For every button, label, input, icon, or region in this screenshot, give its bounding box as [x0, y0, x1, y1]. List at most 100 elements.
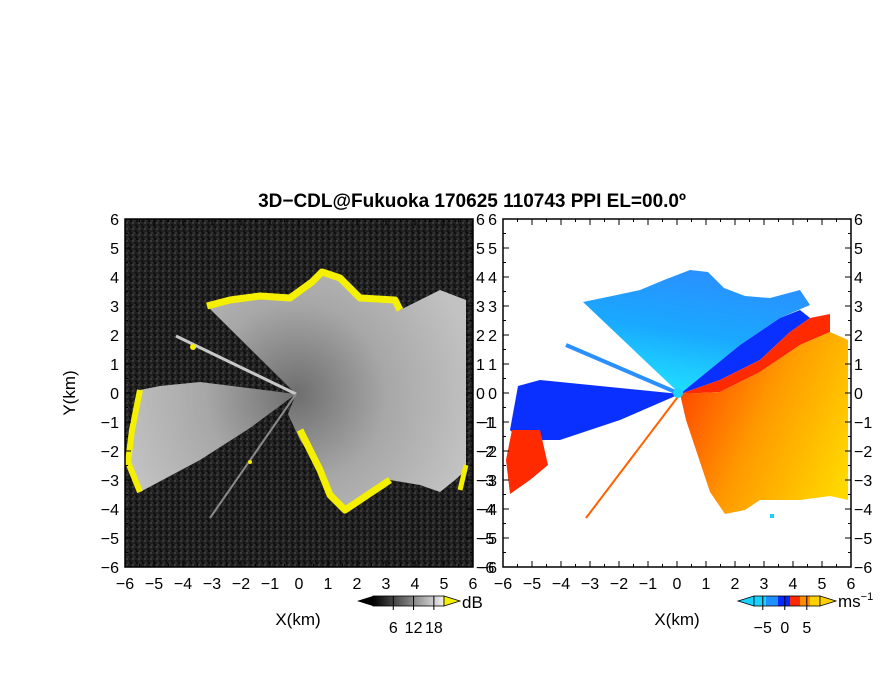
x-tick-label: −6	[116, 576, 134, 593]
y-tick-label: −2	[479, 444, 497, 461]
x-tick-label: 1	[702, 576, 711, 593]
velocity-west-sector	[510, 380, 680, 440]
y-tick-label: −6	[479, 560, 497, 577]
y-tick-label-right: 3	[854, 299, 863, 316]
reflectivity-colorbar: 6 12 18 dB	[357, 593, 483, 637]
x-tick-label: 2	[353, 576, 362, 593]
x-tick-label: 5	[818, 576, 827, 593]
x-tick-label: −1	[261, 576, 279, 593]
x-tick-label: −2	[232, 576, 250, 593]
velocity-colorbar-c3	[778, 596, 790, 606]
velocity-colorbar-low-arrow	[736, 595, 755, 607]
velocity-colorbar-c1	[754, 596, 766, 606]
y-tick-label: −4	[101, 502, 119, 519]
y-tick-label-right: −3	[476, 473, 494, 490]
velocity-west-edge	[506, 430, 548, 494]
echo-edge-west	[125, 389, 143, 494]
colorbar-tick-label: −5	[754, 620, 772, 637]
reflectivity-ticks: −6 −5 −4 −3 −2 −1 0 1 2 3 4 5 6−6 −6−5 −5−4 −4−3 −3−2 −2−…	[101, 212, 495, 593]
velocity-colorbar-unit: ms−1	[838, 591, 873, 611]
velocity-colorbar-c5	[800, 596, 810, 606]
y-tick-label: −3	[479, 473, 497, 490]
y-tick-label: −1	[101, 415, 119, 432]
y-tick-label-right: −1	[476, 415, 494, 432]
colorbar-unit: dB	[462, 593, 483, 612]
figure-title: 3D−CDL@Fukuoka 170625 110743 PPI EL=00.0…	[258, 191, 686, 212]
y-tick-label: 0	[110, 386, 119, 403]
echo-spoke-1	[175, 334, 297, 396]
y-tick-label: −5	[101, 531, 119, 548]
velocity-spoke-1	[565, 343, 681, 396]
y-tick-label-right: −1	[854, 415, 872, 432]
y-tick-label: 5	[110, 241, 119, 258]
echo-west-sector	[128, 382, 296, 492]
y-tick-label: 1	[488, 357, 497, 374]
y-tick-label: 6	[488, 212, 497, 229]
echo-edge-east	[457, 464, 469, 491]
velocity-colorbar-ticks: −5 0 5	[754, 596, 811, 637]
y-tick-label-right: −4	[476, 502, 494, 519]
y-tick-label: 6	[110, 212, 119, 229]
x-tick-label: −4	[552, 576, 570, 593]
y-tick-label: −2	[101, 444, 119, 461]
velocity-colorbar-c2	[766, 596, 778, 606]
y-tick-label: 5	[488, 241, 497, 258]
y-tick-label: 0	[488, 386, 497, 403]
x-tick-label: −6	[494, 576, 512, 593]
y-tick-label-right: 1	[476, 357, 485, 374]
reflectivity-panel: −6 −5 −4 −3 −2 −1 0 1 2 3 4 5 6−6 −6−5 −5−4 −4−3 −3−2 −2−…	[60, 212, 494, 629]
x-tick-label: −1	[639, 576, 657, 593]
reflectivity-echo	[125, 268, 469, 519]
x-tick-label: 2	[731, 576, 740, 593]
y-tick-label-right: 2	[854, 328, 863, 345]
velocity-speck	[770, 514, 774, 518]
echo-dot-2	[248, 460, 252, 464]
x-tick-label: −2	[610, 576, 628, 593]
y-tick-label-right: 1	[854, 357, 863, 374]
colorbar-tick-label: 12	[405, 620, 423, 637]
colorbar-low-arrow	[357, 596, 373, 606]
colorbar-high-arrow	[443, 595, 462, 607]
x-tick-label: −5	[145, 576, 163, 593]
y-tick-label: 4	[488, 270, 497, 287]
velocity-panel: −6 −5 −4 −3 −2 −1 0 1 2 3 4 5 6−6 −6−5 −5−4 −4−3 −3−2 −2−…	[479, 212, 873, 629]
x-tick-label: −3	[581, 576, 599, 593]
reflectivity-xlabel: X(km)	[275, 610, 320, 629]
velocity-negative-band	[680, 310, 810, 394]
velocity-colorbar-c4	[790, 596, 800, 606]
y-tick-label: −3	[101, 473, 119, 490]
y-tick-label: −1	[479, 415, 497, 432]
colorbar-tick-label: 6	[389, 620, 398, 637]
echo-spoke-2	[209, 393, 297, 519]
x-tick-label: 0	[673, 576, 682, 593]
y-tick-label-right: −5	[476, 531, 494, 548]
x-tick-label: 3	[382, 576, 391, 593]
x-tick-label: 1	[324, 576, 333, 593]
x-tick-label: 3	[760, 576, 769, 593]
y-tick-label-right: −6	[854, 560, 872, 577]
y-tick-label-right: 5	[854, 241, 863, 258]
velocity-ticks: −6 −5 −4 −3 −2 −1 0 1 2 3 4 5 6−6 −6−5 −5−4 −4−3 −3−2 −2−…	[479, 212, 873, 593]
y-tick-label-right: 6	[854, 212, 863, 229]
y-tick-label: −5	[479, 531, 497, 548]
x-tick-label: 4	[789, 576, 798, 593]
colorbar-tick-label: 18	[425, 620, 443, 637]
colorbar-tick-label: 5	[802, 620, 811, 637]
y-tick-label: 2	[488, 328, 497, 345]
velocity-east-sector	[680, 332, 848, 514]
y-tick-label-right: −5	[854, 531, 872, 548]
y-tick-label: 3	[488, 299, 497, 316]
y-tick-label-right: −2	[476, 444, 494, 461]
y-tick-label: 2	[110, 328, 119, 345]
x-tick-label: 4	[411, 576, 420, 593]
y-tick-label-right: 0	[476, 386, 485, 403]
x-tick-label: 5	[440, 576, 449, 593]
velocity-colorbar-unit-exp: −1	[861, 591, 874, 603]
y-tick-label-right: 4	[854, 270, 863, 287]
y-tick-label-right: 4	[476, 270, 485, 287]
x-tick-label: −5	[523, 576, 541, 593]
echo-edge-south	[296, 428, 392, 514]
x-tick-label: −3	[203, 576, 221, 593]
x-tick-label: −4	[174, 576, 192, 593]
